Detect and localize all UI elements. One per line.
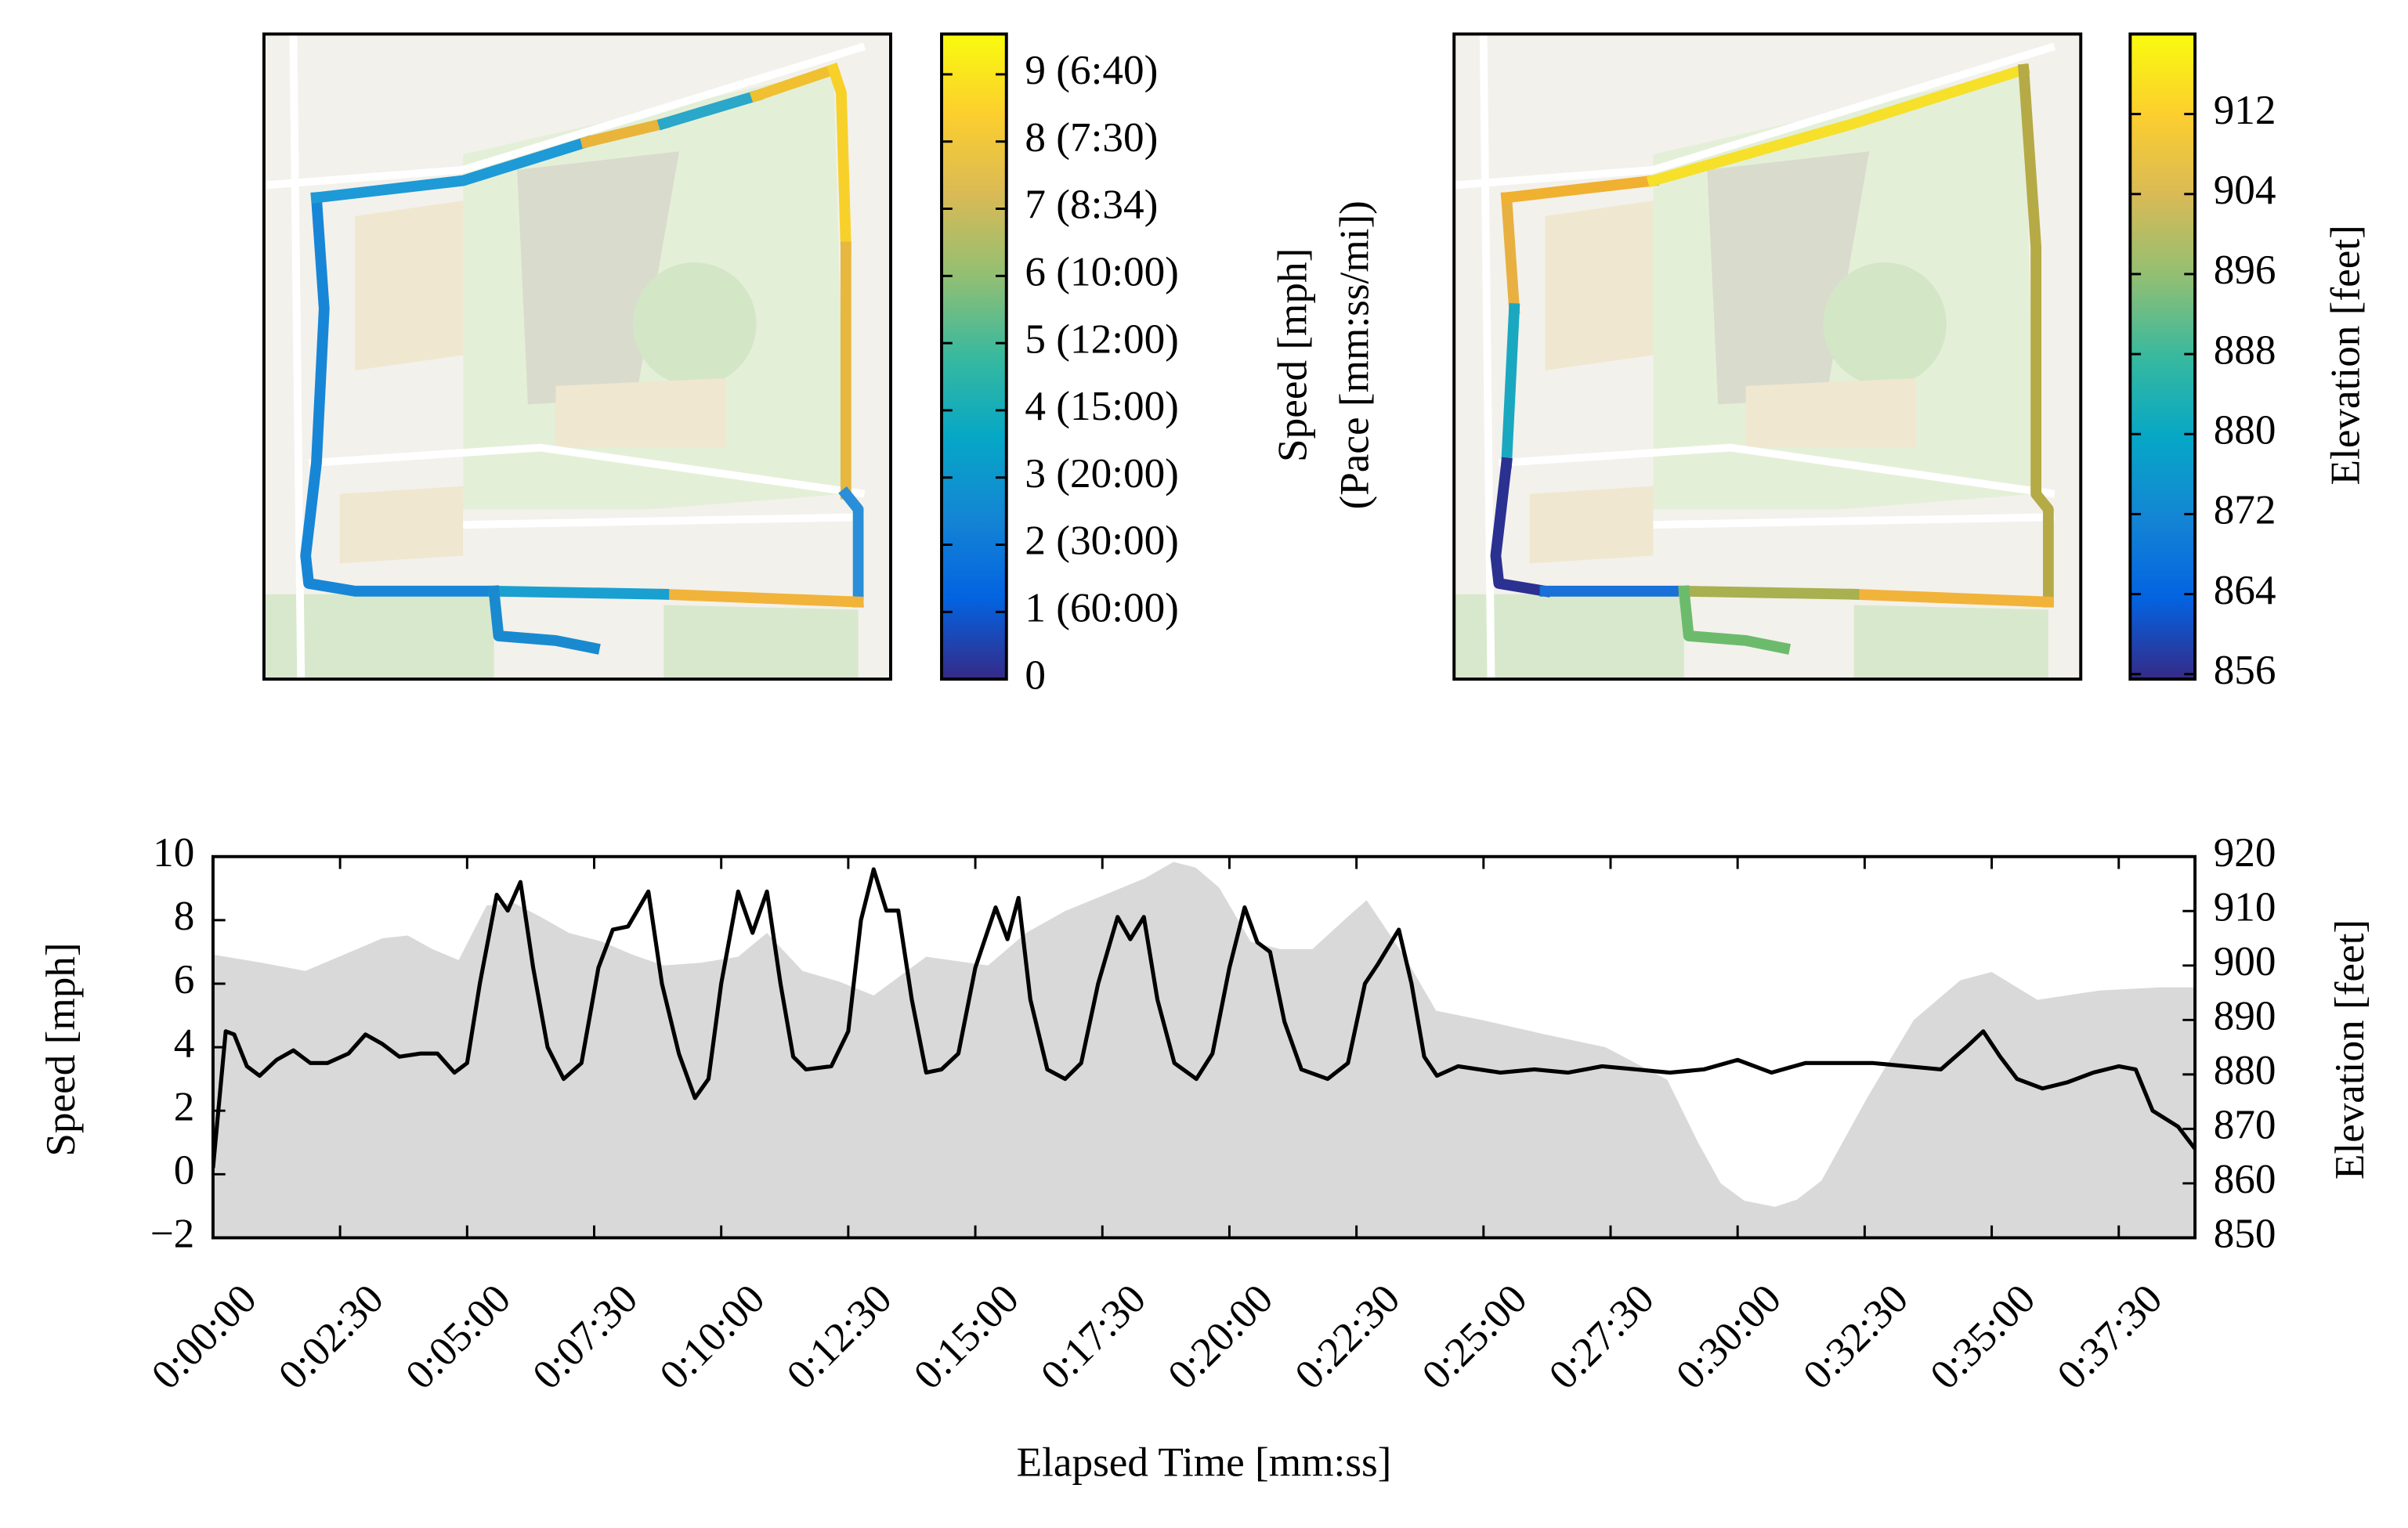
- y-tick-label: 6: [174, 956, 195, 1002]
- route: [2017, 63, 2054, 608]
- x-tick-label: 0:10:00: [651, 1275, 774, 1398]
- route: [1646, 63, 2031, 188]
- y2-tick-label: 860: [2214, 1156, 2276, 1202]
- colorbar-tick-label: 0: [1025, 652, 1046, 698]
- colorbar-tick-label: 1 (60:00): [1025, 585, 1178, 631]
- route: [1500, 302, 1520, 469]
- route: [1490, 457, 1552, 598]
- map-tiles: [264, 34, 891, 679]
- route: [749, 63, 841, 103]
- route: [300, 191, 500, 597]
- colorbar-tick-label: 904: [2214, 167, 2276, 213]
- map-frame: [1452, 32, 2083, 681]
- speed-line: [212, 867, 2196, 1169]
- x-tick-label: 0:25:00: [1413, 1275, 1536, 1398]
- colorbar-tick-label: 7 (8:34): [1025, 182, 1158, 228]
- plot-area: [212, 862, 2196, 1238]
- y2-tick-label: 890: [2214, 993, 2276, 1039]
- x-tick-label: 0:15:00: [905, 1275, 1028, 1398]
- map-tiles: [1454, 34, 2081, 679]
- x-tick-label: 0:27:30: [1540, 1275, 1663, 1398]
- route: [1678, 585, 1792, 655]
- y-tick-label: −2: [150, 1211, 195, 1257]
- x-tick-label: 0:22:30: [1286, 1275, 1409, 1398]
- x-tick-label: 0:02:30: [269, 1275, 392, 1398]
- colorbar-tick-label: 8 (7:30): [1025, 114, 1158, 161]
- colorbar: [940, 32, 1008, 681]
- route: [488, 585, 670, 600]
- y-tick-label: 0: [174, 1147, 195, 1194]
- y-tick-label: 2: [174, 1083, 195, 1129]
- colorbar-tick-label: 5 (12:00): [1025, 316, 1178, 362]
- route: [826, 63, 851, 253]
- elevation-area: [212, 862, 2196, 1238]
- route: [1848, 588, 2055, 608]
- y-tick-label: 4: [174, 1020, 195, 1066]
- y2-tick-label: 920: [2214, 829, 2276, 876]
- route: [1500, 175, 1660, 204]
- route: [580, 117, 671, 149]
- colorbar-tick-label: 3 (20:00): [1025, 450, 1178, 497]
- colorbar-tick-label: 4 (15:00): [1025, 383, 1178, 429]
- colorbar-tick-label: 880: [2214, 406, 2276, 453]
- colorbar-tick-label: 912: [2214, 87, 2276, 133]
- colorbar-tick-label: 2 (30:00): [1025, 518, 1178, 564]
- y-tick-label: 8: [174, 893, 195, 939]
- y2-tick-label: 910: [2214, 883, 2276, 930]
- colorbar-tick-label: 888: [2214, 327, 2276, 373]
- y2-tick-label: 870: [2214, 1102, 2276, 1148]
- x-tick-label: 0:37:30: [2048, 1275, 2171, 1398]
- colorbar-tick-label: 856: [2214, 647, 2276, 693]
- x-tick-label: 0:30:00: [1667, 1275, 1790, 1398]
- route: [487, 585, 601, 655]
- x-tick-label: 0:00:00: [143, 1275, 266, 1398]
- colorbar-tick-label: 872: [2214, 487, 2276, 533]
- colorbar-tick-label: 896: [2214, 247, 2276, 293]
- colorbar-tick-label: 9 (6:40): [1025, 47, 1158, 93]
- colorbar-label: (Pace [mm:ss/mi]): [1331, 200, 1377, 509]
- route: [838, 486, 864, 608]
- route: [310, 135, 594, 204]
- map-elevation: [1454, 34, 2081, 679]
- route: [1678, 585, 1860, 600]
- route: [656, 89, 764, 131]
- x-tick-label: 0:20:00: [1159, 1275, 1282, 1398]
- y2-tick-label: 880: [2214, 1047, 2276, 1093]
- colorbar: [2128, 32, 2197, 681]
- colorbar-label: Speed [mph]: [1269, 248, 1315, 462]
- map-speed: [264, 34, 891, 679]
- x-tick-label: 0:17:30: [1032, 1275, 1155, 1398]
- x-tick-label: 0:12:30: [778, 1275, 901, 1398]
- y-axis-label: Speed [mph]: [38, 942, 84, 1156]
- map-frame: [262, 32, 892, 681]
- route: [658, 588, 864, 608]
- route: [1500, 191, 1520, 315]
- x-axis-label: Elapsed Time [mm:ss]: [1017, 1439, 1392, 1485]
- x-tick-label: 0:07:30: [524, 1275, 647, 1398]
- y2-tick-label: 900: [2214, 938, 2276, 984]
- x-tick-label: 0:05:00: [396, 1275, 519, 1398]
- colorbar-tick-label: 6 (10:00): [1025, 249, 1178, 295]
- y2-axis-label: Elevation [feet]: [2327, 919, 2373, 1179]
- x-tick-label: 0:35:00: [1922, 1275, 2045, 1398]
- x-tick-label: 0:32:30: [1794, 1275, 1917, 1398]
- y2-tick-label: 850: [2214, 1211, 2276, 1257]
- colorbar-label: Elevation [feet]: [2322, 225, 2368, 485]
- colorbar-tick-label: 864: [2214, 567, 2276, 613]
- y-tick-label: 10: [153, 829, 194, 876]
